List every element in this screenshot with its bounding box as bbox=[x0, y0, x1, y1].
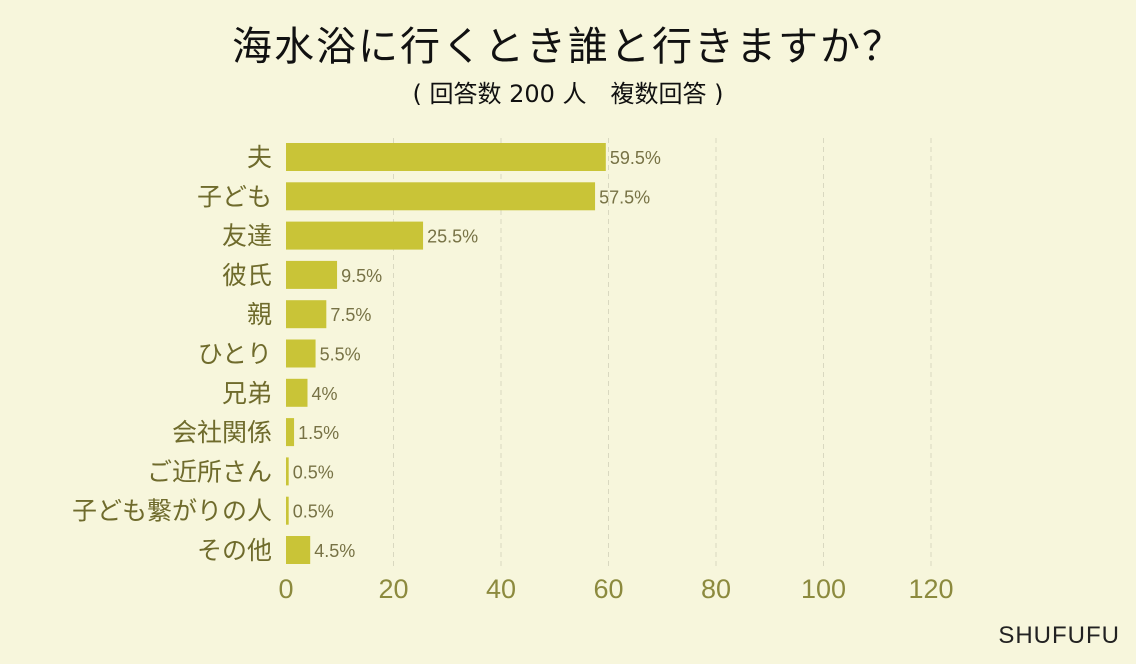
category-label: ひとり bbox=[198, 340, 272, 369]
category-label: ご近所さん bbox=[147, 457, 272, 486]
value-label: 59.5% bbox=[610, 148, 661, 168]
bar bbox=[286, 260, 338, 289]
value-label: 0.5% bbox=[293, 502, 334, 522]
bar bbox=[286, 143, 606, 171]
x-tick-label: 20 bbox=[378, 574, 408, 604]
category-label: 親 bbox=[247, 300, 272, 329]
value-label: 25.5% bbox=[427, 227, 478, 247]
x-tick-label: 80 bbox=[701, 574, 731, 604]
x-tick-label: 60 bbox=[593, 574, 623, 604]
x-tick-label: 120 bbox=[908, 574, 953, 604]
brand-logo-text: SHUFUFU bbox=[998, 622, 1120, 649]
value-label: 0.5% bbox=[293, 462, 334, 482]
value-label: 7.5% bbox=[330, 305, 371, 325]
category-label: 子ども bbox=[197, 182, 272, 211]
category-label: その他 bbox=[197, 536, 272, 565]
bar bbox=[286, 221, 424, 250]
chart-title: 海水浴に行くとき誰と行きますか？ bbox=[232, 24, 904, 70]
bars bbox=[286, 143, 606, 564]
value-label: 9.5% bbox=[341, 266, 382, 286]
bar bbox=[286, 536, 311, 564]
bar bbox=[286, 457, 289, 486]
bar bbox=[286, 418, 295, 447]
bar bbox=[286, 182, 596, 211]
value-labels: 59.5% 57.5% 25.5% 9.5% 7.5% 5.5% 4% 1.5% 0.5% 0.5… bbox=[293, 148, 661, 561]
x-tick-label: 0 bbox=[278, 574, 293, 604]
category-label: 会社関係 bbox=[172, 418, 272, 447]
chart-subtitle: ( 回答数 200 人 複数回答 ) bbox=[412, 80, 724, 108]
category-label: 子ども繋がりの人 bbox=[72, 497, 272, 526]
bar bbox=[286, 339, 316, 368]
category-label: 夫 bbox=[247, 143, 272, 172]
value-label: 4% bbox=[312, 384, 338, 404]
category-label: 兄弟 bbox=[222, 379, 272, 408]
value-label: 1.5% bbox=[298, 423, 339, 443]
x-tick-label: 100 bbox=[801, 574, 846, 604]
category-label: 彼氏 bbox=[222, 261, 272, 290]
bar bbox=[286, 496, 289, 525]
x-axis-ticks: 0 20 40 60 80 100 120 bbox=[278, 574, 953, 604]
value-label: 4.5% bbox=[314, 541, 355, 561]
bar bbox=[286, 378, 308, 407]
category-label: 友達 bbox=[222, 222, 272, 251]
x-tick-label: 40 bbox=[486, 574, 516, 604]
value-label: 57.5% bbox=[599, 187, 650, 207]
value-label: 5.5% bbox=[320, 345, 361, 365]
bar bbox=[286, 300, 327, 329]
